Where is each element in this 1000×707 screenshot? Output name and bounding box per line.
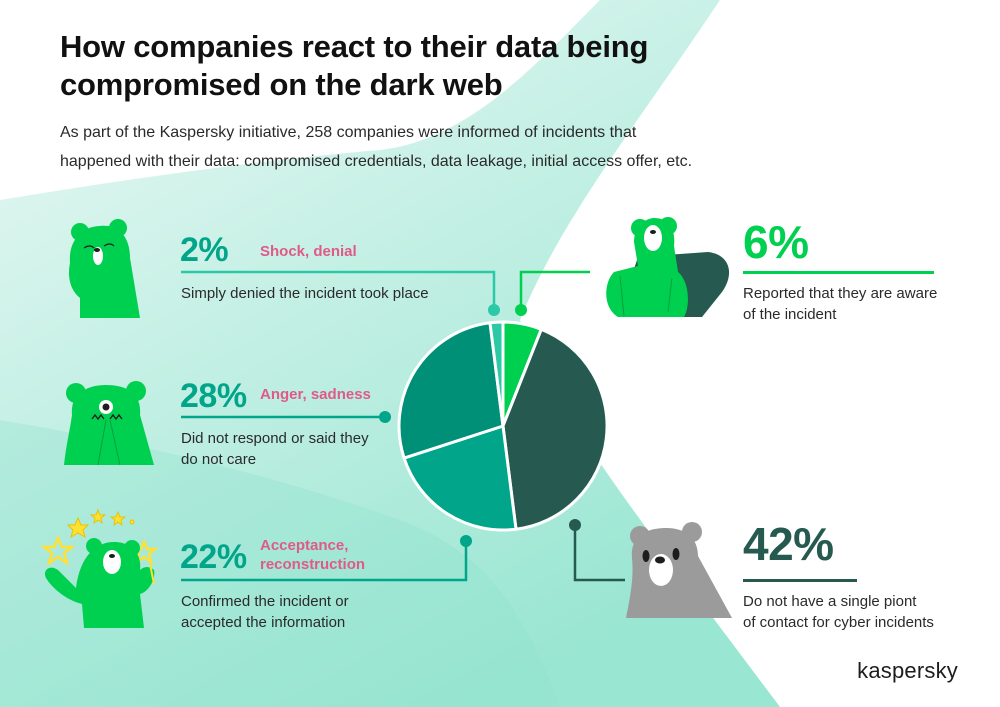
pct-no-contact: 42%: [743, 518, 834, 570]
pie-slice-anger: [397, 321, 505, 460]
emotion-shock: Shock, denial: [260, 243, 357, 260]
rule-no-contact: [743, 579, 857, 582]
desc-anger: Did not respond or said they do not care: [181, 428, 369, 470]
celebrating-bear-icon: [40, 508, 159, 628]
subtitle-line-2: happened with their data: compromised cr…: [60, 153, 693, 170]
desc-no-contact-line-1: Do not have a single piont: [743, 593, 917, 610]
kaspersky-logo: kaspersky: [857, 658, 958, 683]
desc-aware: Reported that they are aware of the inci…: [743, 283, 937, 325]
covering-face-bear-icon: [69, 219, 140, 318]
desc-acceptance: Confirmed the incident or accepted the i…: [181, 591, 349, 633]
pie-slice-acceptance: [402, 424, 518, 532]
pie-slice-no-contact: [501, 327, 609, 531]
connector-shock: [181, 270, 496, 310]
pct-shock: 2%: [180, 231, 229, 269]
emotion-anger: Anger, sadness: [260, 386, 371, 403]
desc-no-contact: Do not have a single piont of contact fo…: [743, 591, 934, 633]
pie-slice-shock: [488, 320, 505, 428]
pct-aware: 6%: [743, 216, 809, 268]
desc-acceptance-line-1: Confirmed the incident or: [181, 593, 349, 610]
pct-anger: 28%: [180, 377, 247, 415]
desc-shock: Simply denied the incident took place: [181, 285, 429, 302]
desc-acceptance-line-2: accepted the information: [181, 614, 346, 631]
emotion-acceptance: Acceptance, reconstruction: [260, 536, 365, 574]
desc-aware-line-2: of the incident: [743, 306, 837, 323]
connector-aware: [519, 270, 590, 310]
emotion-acceptance-line-1: Acceptance,: [260, 537, 349, 554]
connector-no-contact: [573, 525, 625, 582]
pct-acceptance: 22%: [180, 538, 247, 576]
grey-bear-icon: [626, 522, 732, 618]
desc-anger-line-1: Did not respond or said they: [181, 430, 369, 447]
connector-acceptance: [181, 541, 468, 582]
desc-anger-line-2: do not care: [181, 451, 257, 468]
desc-no-contact-line-2: of contact for cyber incidents: [743, 614, 934, 631]
emotion-acceptance-line-2: reconstruction: [260, 556, 366, 573]
crying-bear-icon: [64, 381, 154, 465]
page-subtitle: As part of the Kaspersky initiative, 258…: [60, 118, 820, 176]
pie: [397, 320, 609, 532]
desc-aware-line-1: Reported that they are aware: [743, 285, 938, 302]
title-line-1: How companies react to their data being: [60, 29, 649, 64]
title-line-2: compromised on the dark web: [60, 67, 503, 102]
page-title: How companies react to their data being …: [60, 28, 760, 104]
subtitle-line-1: As part of the Kaspersky initiative, 258…: [60, 124, 637, 141]
superhero-bear-icon: [606, 217, 730, 317]
rule-aware: [743, 271, 934, 274]
